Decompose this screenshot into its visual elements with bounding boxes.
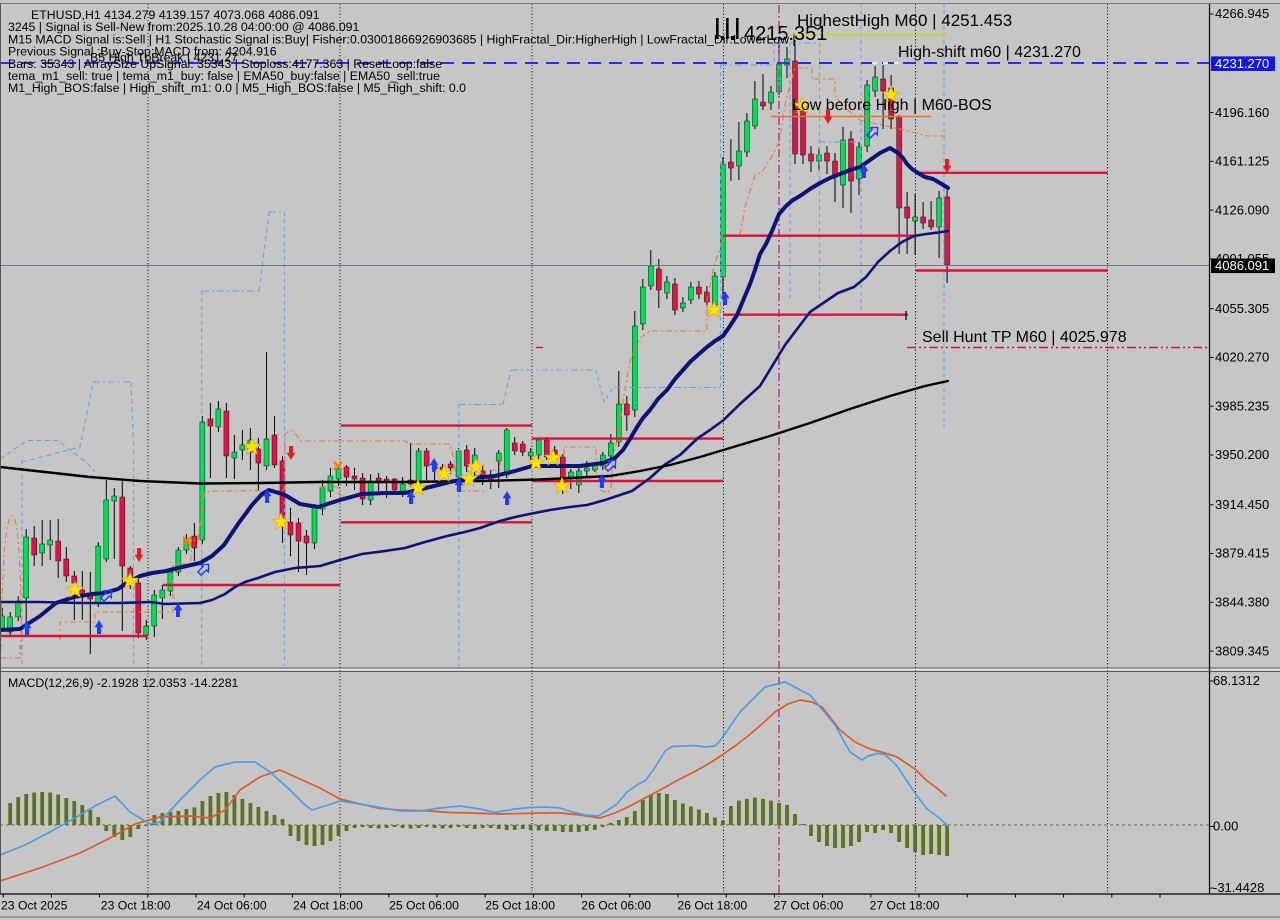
svg-text:23 Oct 2025: 23 Oct 2025 — [1, 899, 68, 913]
svg-text:3245 | Signal is Sell-New from: 3245 | Signal is Sell-New from:2025.10.2… — [8, 20, 359, 34]
svg-text:4020.270: 4020.270 — [1215, 350, 1269, 365]
svg-text:MACD(12,26,9) -2.1928 12.0353: MACD(12,26,9) -2.1928 12.0353 -14.2281 — [8, 676, 239, 690]
svg-text:4161.125: 4161.125 — [1215, 154, 1269, 169]
svg-text:23 Oct 18:00: 23 Oct 18:00 — [101, 899, 171, 913]
svg-text:High-shift m60 | 4231.270: High-shift m60 | 4231.270 — [898, 44, 1081, 61]
svg-text:3914.450: 3914.450 — [1215, 497, 1269, 512]
svg-text:B5 High TpBreak.| 4231.27: B5 High TpBreak.| 4231.27 — [90, 51, 238, 65]
svg-text:24 Oct 18:00: 24 Oct 18:00 — [293, 899, 363, 913]
svg-text:3879.415: 3879.415 — [1215, 546, 1269, 561]
svg-text:25 Oct 18:00: 25 Oct 18:00 — [485, 899, 555, 913]
svg-text:4231.270: 4231.270 — [1215, 56, 1269, 71]
svg-text:3950.200: 3950.200 — [1215, 447, 1269, 462]
svg-text:3985.235: 3985.235 — [1215, 398, 1269, 413]
svg-text:Low before High | M60-BOS: Low before High | M60-BOS — [792, 97, 992, 114]
svg-text:HighestHigh M60 | 4251.453: HighestHigh M60 | 4251.453 — [797, 11, 1012, 30]
svg-text:27 Oct 06:00: 27 Oct 06:00 — [774, 899, 844, 913]
svg-text:4215.351: 4215.351 — [744, 23, 827, 45]
svg-text:3844.380: 3844.380 — [1215, 595, 1269, 610]
svg-text:4126.090: 4126.090 — [1215, 202, 1269, 217]
svg-text:Sell Hunt TP M60 | 4025.978: Sell Hunt TP M60 | 4025.978 — [922, 329, 1127, 346]
svg-text:27 Oct 18:00: 27 Oct 18:00 — [870, 899, 940, 913]
svg-text:24 Oct 06:00: 24 Oct 06:00 — [197, 899, 267, 913]
svg-text:Bars: 35343 | ArraySize UpSign: Bars: 35343 | ArraySize UpSignal: 35343 … — [8, 57, 442, 71]
svg-text:3809.345: 3809.345 — [1215, 643, 1269, 658]
svg-text:ETHUSD,H1 4134.279 4139.157: ETHUSD,H1 4134.279 4139.157 4073.068 408… — [31, 8, 320, 22]
svg-text:68.1312: 68.1312 — [1213, 673, 1260, 688]
svg-text:4055.305: 4055.305 — [1215, 301, 1269, 316]
svg-text:4196.160: 4196.160 — [1215, 105, 1269, 120]
svg-text:-31.4428: -31.4428 — [1213, 880, 1264, 895]
svg-text:25 Oct 06:00: 25 Oct 06:00 — [389, 899, 459, 913]
svg-text:4266.945: 4266.945 — [1215, 6, 1269, 21]
svg-text:4086.091: 4086.091 — [1215, 258, 1269, 273]
svg-text:M1_High_BOS:false | High_shift: M1_High_BOS:false | High_shift_m1: 0.0 |… — [8, 81, 466, 95]
svg-text:0.00: 0.00 — [1213, 819, 1238, 834]
svg-text:26 Oct 06:00: 26 Oct 06:00 — [581, 899, 651, 913]
svg-text:M15 MACD Signal is:Sell | H1 S: M15 MACD Signal is:Sell | H1 Stochastic … — [8, 32, 796, 46]
svg-text:26 Oct 18:00: 26 Oct 18:00 — [677, 899, 747, 913]
svg-text:Previous Signal :Buy-Stop:MACD: Previous Signal :Buy-Stop:MACD from: 420… — [8, 45, 277, 59]
svg-text:tema_m1_sell: true | tema_m1_b: tema_m1_sell: true | tema_m1_buy: false … — [8, 69, 440, 83]
